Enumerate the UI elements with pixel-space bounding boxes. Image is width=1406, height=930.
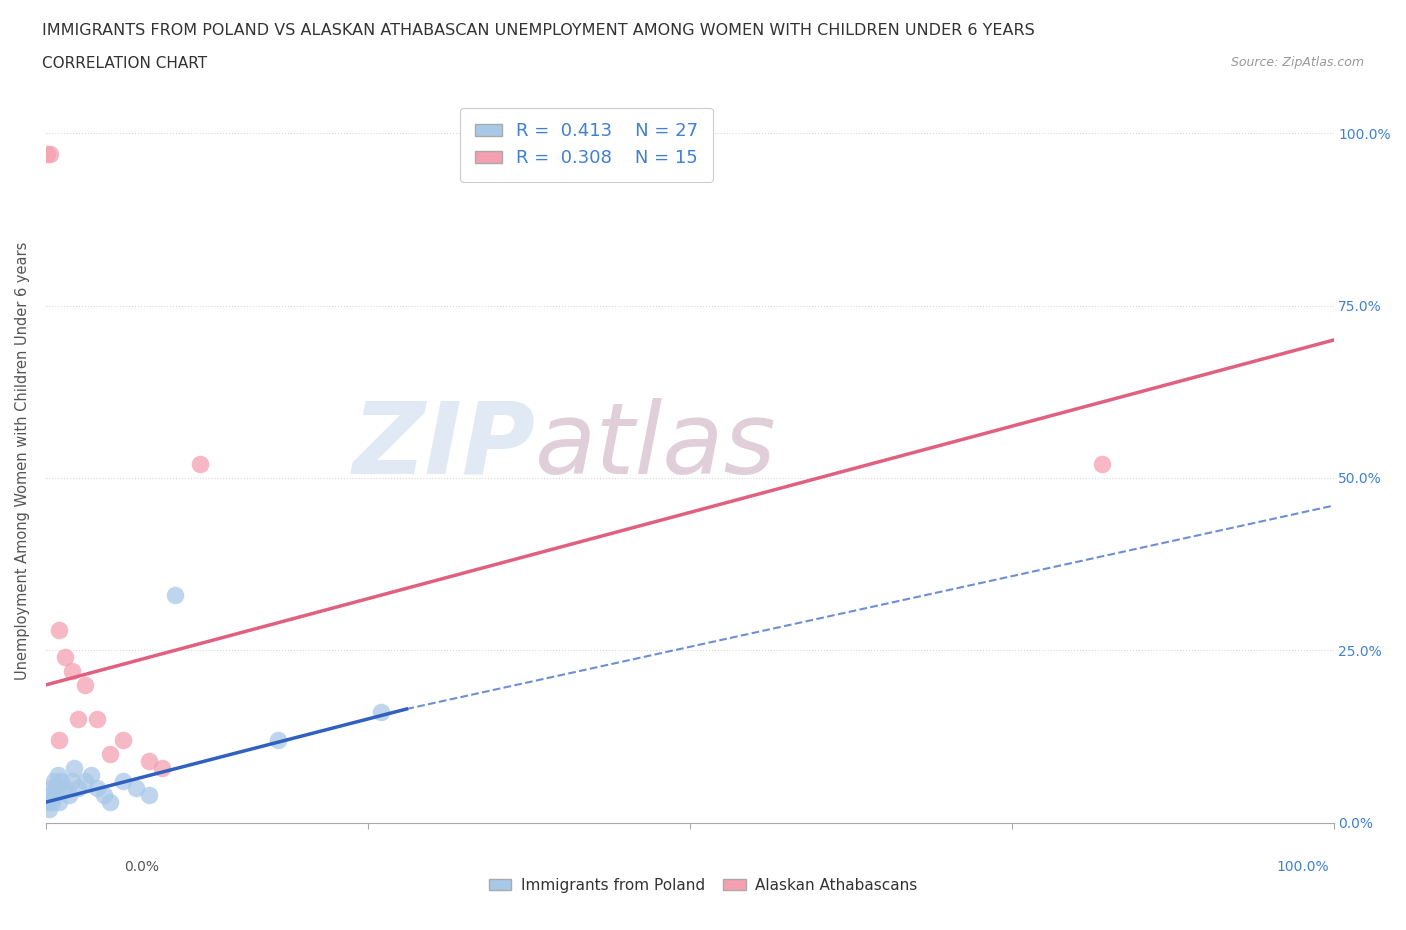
Point [37, 146, 59, 161]
Text: CORRELATION CHART: CORRELATION CHART [42, 56, 207, 71]
Point [67, 712, 90, 727]
Point [60, 664, 83, 679]
Point [60, 774, 83, 789]
Point [1091, 457, 1114, 472]
Point [38, 146, 60, 161]
Point [73, 774, 96, 789]
Point [98, 747, 121, 762]
Text: IMMIGRANTS FROM POLAND VS ALASKAN ATHABASCAN UNEMPLOYMENT AMONG WOMEN WITH CHILD: IMMIGRANTS FROM POLAND VS ALASKAN ATHABA… [42, 23, 1035, 38]
Point [112, 774, 135, 789]
Point [86, 781, 108, 796]
Text: Source: ZipAtlas.com: Source: ZipAtlas.com [1230, 56, 1364, 69]
Point [48, 794, 70, 809]
Point [46, 767, 69, 782]
Text: 100.0%: 100.0% [1277, 860, 1329, 874]
Text: 0.0%: 0.0% [124, 860, 159, 874]
Point [138, 788, 160, 803]
Point [80, 767, 103, 782]
Point [67, 781, 90, 796]
Point [267, 733, 290, 748]
Point [44, 788, 66, 803]
Point [53, 650, 76, 665]
Point [86, 712, 108, 727]
Point [37, 794, 59, 809]
Point [38, 788, 60, 803]
Point [63, 760, 86, 775]
Legend: R =  0.413    N = 27, R =  0.308    N = 15: R = 0.413 N = 27, R = 0.308 N = 15 [461, 108, 713, 181]
Point [150, 760, 173, 775]
Text: ZIP: ZIP [353, 398, 536, 495]
Point [39, 781, 62, 796]
Point [98, 794, 121, 809]
Point [58, 788, 80, 803]
Point [42, 774, 65, 789]
Point [190, 457, 212, 472]
Y-axis label: Unemployment Among Women with Children Under 6 years: Unemployment Among Women with Children U… [15, 242, 30, 680]
Point [41, 794, 63, 809]
Point [51, 774, 73, 789]
Point [48, 733, 70, 748]
Point [73, 677, 96, 692]
Point [45, 781, 67, 796]
Point [125, 781, 148, 796]
Text: atlas: atlas [536, 398, 778, 495]
Point [38, 802, 60, 817]
Point [163, 588, 186, 603]
Point [138, 753, 160, 768]
Point [48, 622, 70, 637]
Point [370, 705, 392, 720]
Point [93, 788, 115, 803]
Point [53, 781, 76, 796]
Legend: Immigrants from Poland, Alaskan Athabascans: Immigrants from Poland, Alaskan Athabasc… [482, 872, 924, 899]
Point [112, 733, 135, 748]
